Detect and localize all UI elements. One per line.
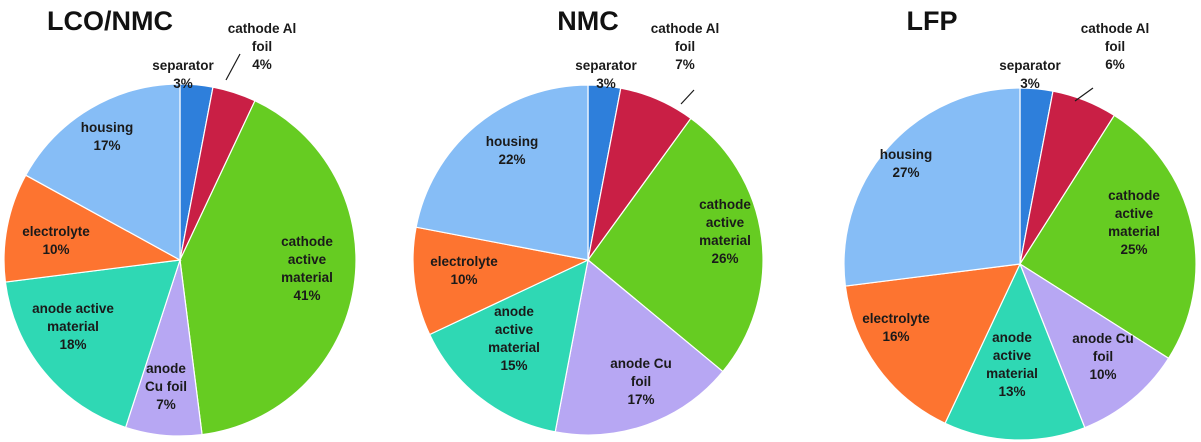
pie-labels: separator 3% cathode Al foil 7% cathode active… <box>430 21 751 407</box>
slice-label-cathode-active-material: cathode active material 26% <box>699 197 751 266</box>
pie-slice-housing <box>24 83 181 262</box>
chart-title: LCO/NMC <box>47 6 173 36</box>
pie-slice-anode-active-material <box>4 259 181 429</box>
pie-labels: separator 3% cathode Al foil 6% cathode active… <box>862 21 1160 399</box>
pie-slice-electrolyte <box>844 263 1022 425</box>
leader-line <box>225 53 241 81</box>
slice-label-cathode-active-material: cathode active material 25% <box>1108 188 1160 257</box>
chart-title: LFP <box>907 6 958 36</box>
slice-label-anode-active-material: anode active material 15% <box>488 304 540 373</box>
pie-slice-anode-active-material <box>428 258 589 433</box>
pie-chart-nmc: NMC separator 3% cathode Al foil 7% cathode ac… <box>412 6 764 436</box>
slice-label-cathode-al-foil: cathode Al foil 4% <box>228 21 297 72</box>
pie-slice-cathode-active-material <box>179 99 357 436</box>
slice-label-separator: separator 3% <box>152 58 214 91</box>
slice-label-anode-cu-foil: anode Cu foil 17% <box>610 356 672 407</box>
pie-slices <box>412 84 764 436</box>
slice-label-cathode-al-foil: cathode Al foil 7% <box>651 21 720 72</box>
slice-label-anode-active-material: anode active material 18% <box>32 301 114 352</box>
pie-slices <box>3 83 357 437</box>
slice-label-housing: housing 27% <box>880 147 933 180</box>
slice-label-anode-active-material: anode active material 13% <box>986 330 1038 399</box>
slice-label-anode-cu-foil: anode Cu foil 10% <box>1072 331 1134 382</box>
pie-chart-lfp: LFP separator 3% cathode Al foil 6% cathode ac… <box>843 6 1197 441</box>
pie-chart-lco-nmc: LCO/NMC separator 3% cathode Al foil 4% catho… <box>3 6 357 437</box>
pie-slice-electrolyte <box>412 226 590 336</box>
slice-label-housing: housing 17% <box>81 120 134 153</box>
pie-slice-housing <box>415 84 589 261</box>
slice-label-cathode-active-material: cathode active material 41% <box>281 234 333 303</box>
pie-slice-electrolyte <box>3 174 182 283</box>
slice-label-separator: separator 3% <box>575 58 637 91</box>
pie-slice-anode-cu-foil <box>554 258 724 436</box>
pie-labels: separator 3% cathode Al foil 4% cathode active… <box>22 21 333 412</box>
pie-slices <box>843 87 1197 441</box>
slice-label-electrolyte: electrolyte 10% <box>22 224 90 257</box>
slice-label-electrolyte: electrolyte 16% <box>862 311 930 344</box>
pie-slice-anode-active-material <box>944 262 1086 441</box>
leader-line <box>1074 87 1094 102</box>
pie-slice-anode-cu-foil <box>1018 262 1170 429</box>
pie-slice-housing <box>843 87 1021 287</box>
chart-title: NMC <box>557 6 619 36</box>
pie-slice-cathode-active-material <box>587 117 764 373</box>
slice-label-separator: separator 3% <box>999 58 1061 91</box>
pie-slice-cathode-active-material <box>1019 114 1197 360</box>
slice-label-cathode-al-foil: cathode Al foil 6% <box>1081 21 1150 72</box>
slice-label-electrolyte: electrolyte 10% <box>430 254 498 287</box>
slice-label-anode-cu-foil: anode Cu foil 7% <box>145 361 187 412</box>
slice-label-housing: housing 22% <box>486 134 539 167</box>
leader-line <box>680 89 695 105</box>
